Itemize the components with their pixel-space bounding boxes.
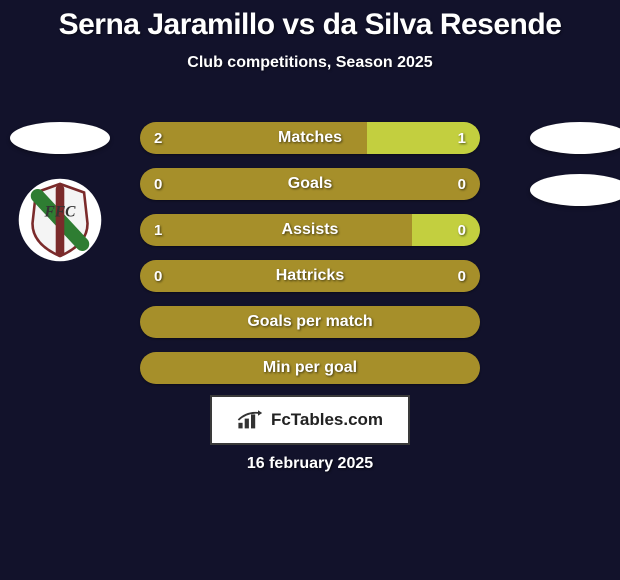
footer-brand-text: FcTables.com bbox=[271, 410, 383, 430]
stat-value-right: 0 bbox=[458, 268, 466, 285]
page-subtitle: Club competitions, Season 2025 bbox=[0, 54, 620, 72]
stat-row-hattricks: Hattricks 0 0 bbox=[140, 260, 480, 292]
stat-label: Goals bbox=[288, 175, 332, 193]
stat-value-left: 0 bbox=[154, 268, 162, 285]
stat-value-right: 1 bbox=[458, 130, 466, 147]
stat-label: Matches bbox=[278, 129, 342, 147]
stat-bar-left bbox=[140, 214, 412, 246]
stat-row-assists: Assists 1 0 bbox=[140, 214, 480, 246]
stat-value-right: 0 bbox=[458, 222, 466, 239]
stat-label: Hattricks bbox=[276, 267, 344, 285]
stat-label: Min per goal bbox=[263, 359, 357, 377]
chart-icon bbox=[237, 410, 265, 430]
player-left-placeholder bbox=[10, 122, 110, 154]
date-text: 16 february 2025 bbox=[0, 455, 620, 473]
stat-value-left: 2 bbox=[154, 130, 162, 147]
stat-value-right: 0 bbox=[458, 176, 466, 193]
stat-row-goals: Goals 0 0 bbox=[140, 168, 480, 200]
club-crest-icon: FFC bbox=[10, 174, 110, 266]
player-right-placeholder-2 bbox=[530, 174, 620, 206]
svg-text:FFC: FFC bbox=[44, 204, 77, 221]
player-right-placeholder-1 bbox=[530, 122, 620, 154]
stat-value-left: 1 bbox=[154, 222, 162, 239]
stat-label: Goals per match bbox=[247, 313, 372, 331]
stat-row-matches: Matches 2 1 bbox=[140, 122, 480, 154]
comparison-bars: Matches21Goals00Assists10Hattricks00Goal… bbox=[140, 122, 480, 398]
stat-label: Assists bbox=[282, 221, 339, 239]
stat-bar-right bbox=[412, 214, 480, 246]
stat-row-goals-per-match: Goals per match bbox=[140, 306, 480, 338]
page-title: Serna Jaramillo vs da Silva Resende bbox=[0, 0, 620, 42]
stat-value-left: 0 bbox=[154, 176, 162, 193]
stat-row-min-per-goal: Min per goal bbox=[140, 352, 480, 384]
footer-brand: FcTables.com bbox=[210, 395, 410, 445]
